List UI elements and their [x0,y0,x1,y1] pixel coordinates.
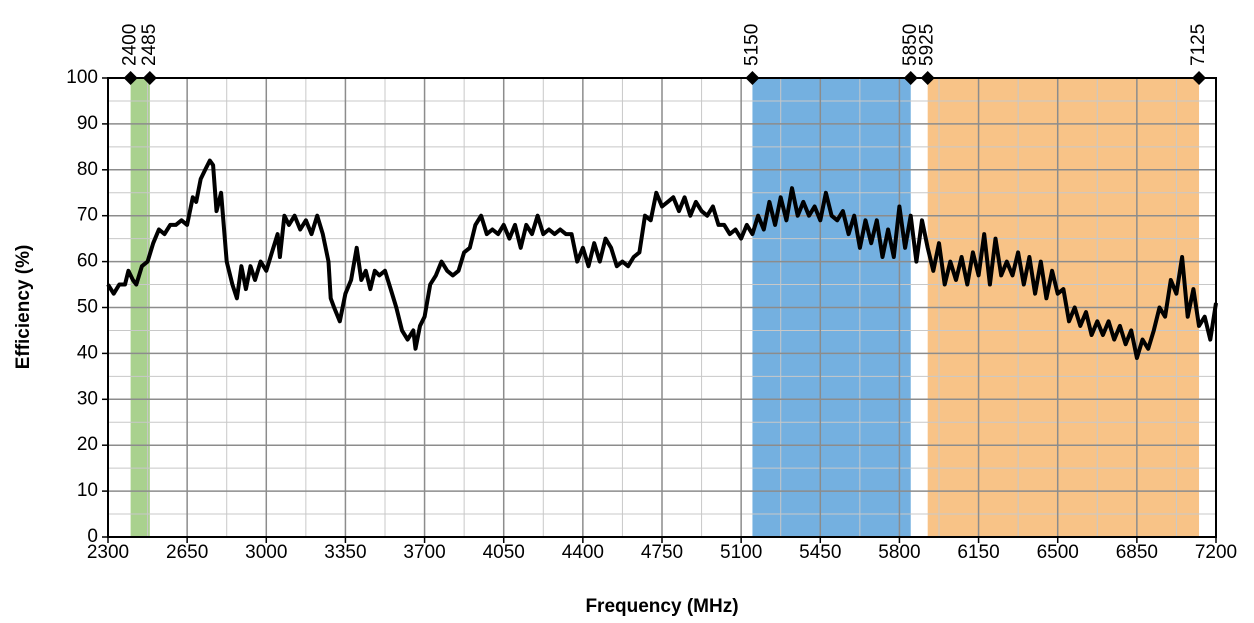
x-tick-label: 4750 [641,542,683,563]
y-tick-label: 0 [87,526,98,547]
x-tick-label: 2650 [166,542,208,563]
x-axis-title: Frequency (MHz) [585,596,738,617]
y-tick-label: 70 [77,205,98,226]
x-tick-label: 7200 [1195,542,1237,563]
band-edge-marker [1192,71,1207,85]
band-edge-label: 5850 [900,24,921,66]
x-tick-label: 6150 [957,542,999,563]
efficiency-line [106,158,1218,360]
y-tick-label: 100 [66,67,98,88]
x-tick-label: 3350 [324,542,366,563]
y-tick-label: 80 [77,159,98,180]
y-tick-label: 40 [77,342,98,363]
y-tick-label: 60 [77,251,98,272]
y-tick-label: 30 [77,388,98,409]
x-tick-label: 5100 [720,542,762,563]
band-edge-label: 7125 [1188,24,1209,66]
x-tick-label: 6500 [1037,542,1079,563]
band-edge-marker [123,71,138,85]
band-edge-marker [745,71,760,85]
x-tick-label: 4050 [483,542,525,563]
band-edge-marker [142,71,157,85]
band-edge-marker [903,71,918,85]
x-tick-label: 3700 [403,542,445,563]
band-edge-label: 2400 [120,24,141,66]
plot-border [107,77,1217,538]
x-tick-label: 6850 [1116,542,1158,563]
x-tick-label: 4400 [562,542,604,563]
x-tick-label: 5800 [878,542,920,563]
band-edge-label: 2485 [139,24,160,66]
y-tick-label: 50 [77,297,98,318]
y-tick-label: 20 [77,434,98,455]
y-axis-title: Efficiency (%) [13,245,34,370]
x-tick-label: 3000 [245,542,287,563]
band-edge-marker [920,71,935,85]
x-tick-label: 5450 [799,542,841,563]
band-edge-label: 5925 [917,24,938,66]
band-edge-label: 5150 [741,24,762,66]
y-tick-label: 10 [77,480,98,501]
y-tick-label: 90 [77,113,98,134]
x-tick-label: 2300 [87,542,129,563]
